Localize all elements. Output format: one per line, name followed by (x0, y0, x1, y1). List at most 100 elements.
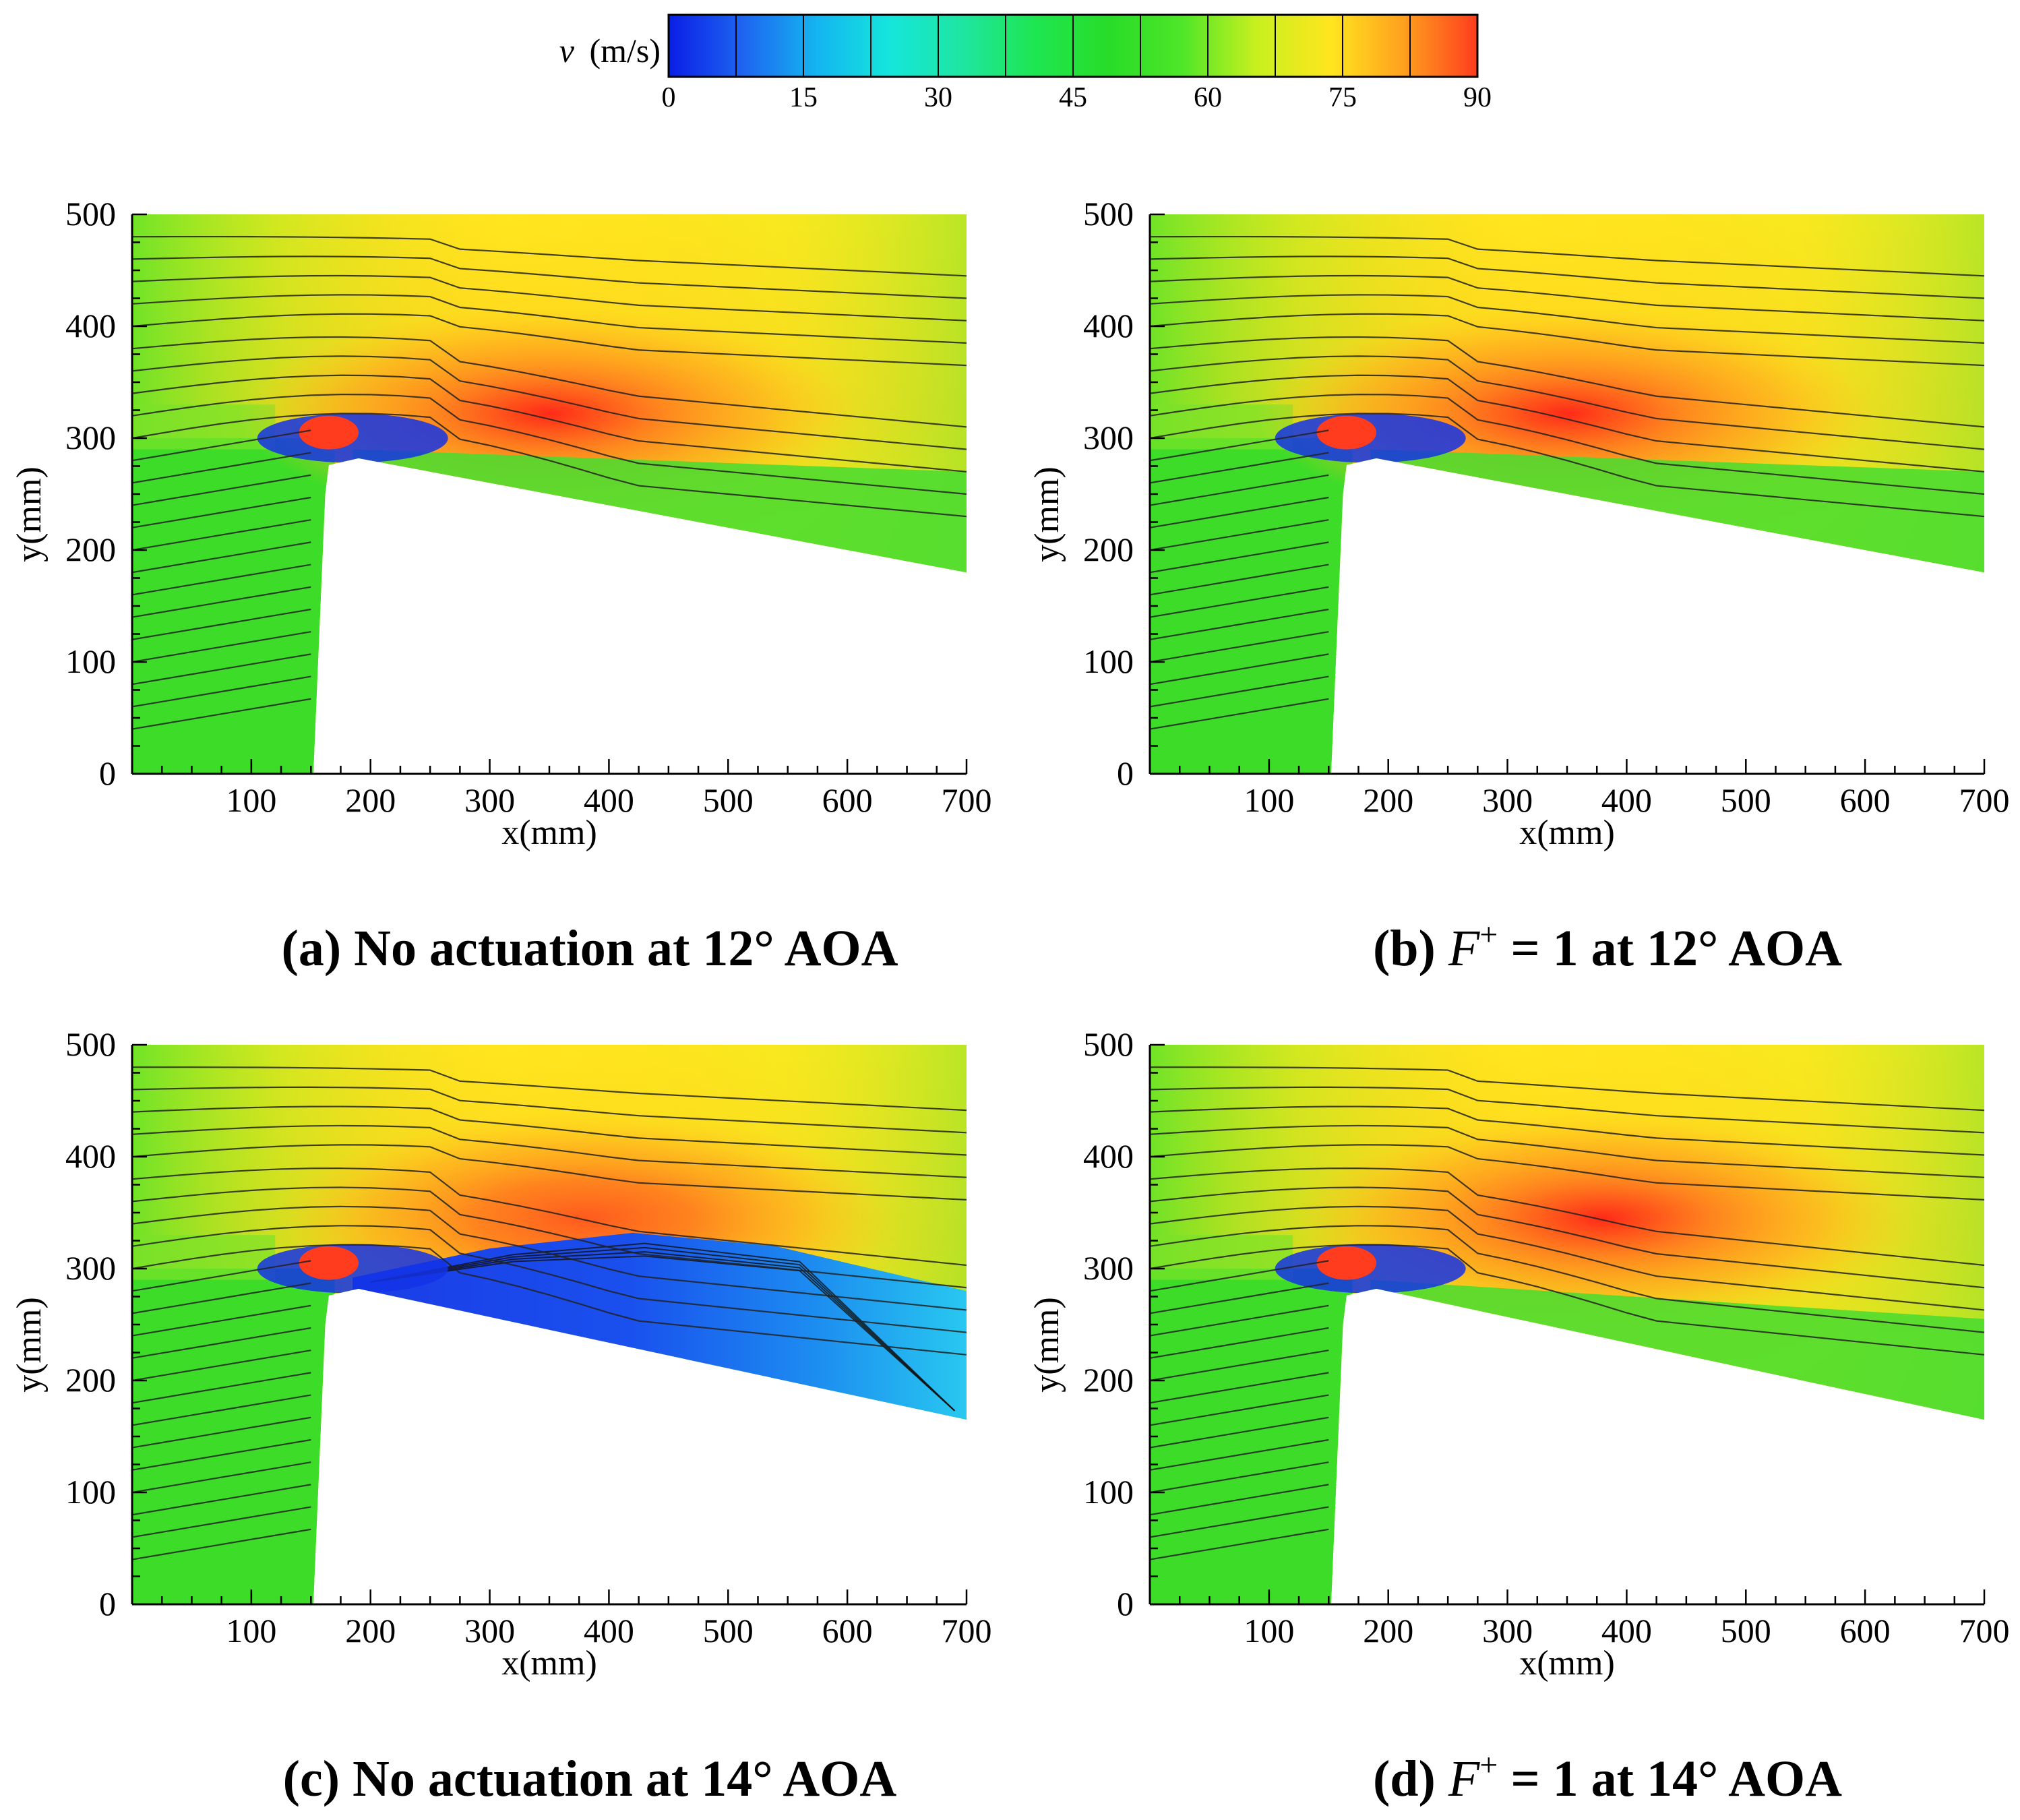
streamline (132, 1260, 311, 1292)
x-tick-label: 500 (1721, 781, 1771, 819)
y-tick-label: 400 (65, 307, 116, 344)
streamline (1150, 1416, 1329, 1449)
x-axis-label: x(mm) (1519, 814, 1615, 852)
caption-symbol: F (1448, 1751, 1481, 1807)
streamline (1150, 1327, 1329, 1359)
y-tick-label: 500 (65, 1025, 116, 1063)
colorbar: v (m/s) 0 15 30 45 60 75 90 (559, 13, 1492, 113)
streamline (1150, 429, 1329, 462)
caption-prefix: (c) (283, 1751, 353, 1807)
leading-edge-hotspot (299, 415, 359, 450)
streamline (132, 413, 967, 518)
y-tick-label: 200 (1083, 530, 1134, 568)
streamline (1150, 413, 1984, 518)
panel-caption: (a) No actuation at 12° AOA (282, 920, 898, 977)
colorbar-tick-label: 45 (1059, 82, 1087, 113)
streamline (132, 452, 311, 484)
streamline (132, 1349, 311, 1382)
streamline (1150, 1394, 1329, 1426)
x-tick-label: 400 (1601, 781, 1652, 819)
streamline (1150, 355, 1984, 450)
y-axis-label: y(mm) (1028, 466, 1066, 562)
caption-rest: = 1 at 14° AOA (1498, 1751, 1842, 1807)
streamline (132, 675, 311, 708)
streamline (1150, 698, 1329, 730)
streamline (1150, 235, 1984, 277)
streamline (1150, 653, 1329, 686)
caption-superscript: + (1479, 917, 1498, 952)
surface-layer (1370, 1279, 1984, 1420)
x-axis-label: x(mm) (1519, 1644, 1615, 1682)
colorbar-label-var: v (559, 32, 575, 69)
streamline (132, 255, 967, 299)
y-tick-label: 500 (1083, 195, 1134, 233)
y-tick-label: 300 (65, 1249, 116, 1287)
streamline (132, 355, 967, 450)
colorbar-frame (667, 13, 1479, 78)
panel-b: 100 200 300 400 500 600 700 0 100 200 300 400 500 x(m… (1028, 195, 2010, 977)
streamline (1150, 313, 1984, 367)
streamline (1150, 1461, 1329, 1494)
y-tick-label: 300 (1083, 1249, 1134, 1287)
colorbar-tick-label: 0 (662, 82, 676, 113)
caption-superscript: + (1479, 1747, 1498, 1783)
x-axis-label: x(mm) (501, 814, 597, 852)
streamlines (132, 235, 967, 730)
streamline (132, 336, 967, 428)
y-tick-label: 0 (1117, 754, 1134, 792)
x-tick-label: 600 (822, 1612, 873, 1649)
x-tick-label: 400 (584, 1612, 634, 1649)
colorbar-cells (669, 15, 1477, 77)
velocity-field (132, 214, 967, 774)
streamline (132, 1066, 967, 1112)
colorbar-tick-label: 15 (789, 82, 818, 113)
streamline (1150, 1304, 1329, 1337)
x-tick-label: 300 (1482, 781, 1533, 819)
x-tick-label: 500 (1721, 1612, 1771, 1649)
leading-edge-hotspot (1316, 415, 1377, 450)
streamline (132, 1205, 967, 1311)
streamline (1150, 1124, 1984, 1178)
streamline (132, 1105, 967, 1156)
streamline (132, 1484, 311, 1516)
separation-contour (370, 1251, 955, 1412)
streamline (132, 1244, 967, 1356)
streamline (132, 1461, 311, 1494)
colorbar-tick-label: 90 (1463, 82, 1492, 113)
y-tick-label: 300 (1083, 419, 1134, 456)
streamline (1150, 1144, 1984, 1201)
panels: 100 200 300 400 500 600 700 0 100 200 300 400 500 x(m… (10, 195, 2010, 1807)
streamline (1150, 1244, 1984, 1356)
streamline (1150, 1225, 1984, 1333)
streamline (1150, 1167, 1984, 1267)
axes: 100 200 300 400 500 600 700 0 100 200 300 400 500 x(m… (10, 1025, 992, 1682)
streamline (132, 653, 311, 686)
y-tick-label: 100 (1083, 642, 1134, 680)
streamline (1150, 1086, 1984, 1134)
streamline (1150, 1438, 1329, 1471)
streamline (132, 274, 967, 322)
streamline (132, 294, 967, 344)
caption-prefix: (b) (1373, 920, 1448, 977)
streamline (132, 698, 311, 730)
streamline (132, 374, 967, 473)
streamline (132, 1225, 967, 1333)
streamline (132, 1144, 967, 1201)
panel-caption: (d) F+ = 1 at 14° AOA (1373, 1747, 1842, 1807)
freestream-region (132, 438, 335, 774)
axes: 100 200 300 400 500 600 700 0 100 200 300 400 500 x(m… (1028, 195, 2010, 852)
axes: 100 200 300 400 500 600 700 0 100 200 300 400 500 x(m… (10, 195, 992, 852)
panel-caption: (b) F+ = 1 at 12° AOA (1373, 917, 1842, 977)
streamline (132, 1506, 311, 1538)
y-tick-label: 500 (65, 195, 116, 233)
caption-rest: = 1 at 12° AOA (1498, 920, 1842, 977)
streamline (132, 564, 311, 596)
streamline (1150, 1484, 1329, 1516)
streamline (1150, 519, 1329, 551)
y-tick-label: 400 (1083, 307, 1134, 344)
streamline (132, 1372, 311, 1404)
streamline (132, 1394, 311, 1426)
y-axis-label: y(mm) (10, 466, 49, 562)
streamline (132, 1124, 967, 1178)
